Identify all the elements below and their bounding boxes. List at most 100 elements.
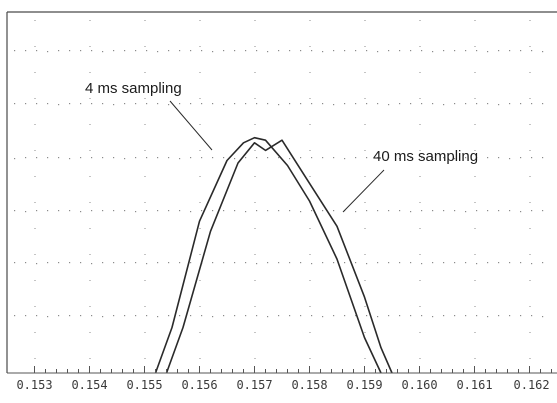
- grid-dot: [419, 176, 421, 177]
- grid-dot: [245, 50, 247, 52]
- grid-dot: [144, 176, 146, 177]
- grid-dot: [168, 50, 170, 52]
- grid-dot: [36, 103, 38, 105]
- grid-dot: [168, 315, 170, 317]
- grid-dot: [311, 315, 313, 317]
- grid-dot: [146, 263, 148, 265]
- grid-dot: [278, 50, 280, 52]
- grid-dot: [388, 104, 390, 106]
- grid-dot: [529, 228, 531, 229]
- grid-dot: [419, 72, 421, 73]
- grid-dot: [531, 315, 533, 317]
- grid-dot: [223, 315, 225, 317]
- grid-dot: [531, 103, 533, 105]
- grid-dot: [201, 315, 203, 317]
- grid-dot: [432, 51, 434, 53]
- grid-dot: [58, 50, 60, 52]
- grid-dot: [309, 46, 311, 47]
- series-line-40ms: [165, 139, 393, 374]
- grid-dot: [91, 210, 93, 212]
- grid-dot: [102, 262, 104, 264]
- grid-dot: [333, 50, 335, 52]
- grid-dot: [388, 210, 390, 212]
- grid-dot: [388, 262, 390, 264]
- grid-dot: [498, 262, 500, 264]
- grid-dot: [124, 315, 126, 317]
- grid-dot: [256, 50, 258, 52]
- x-tick-label: 0.161: [456, 378, 492, 392]
- x-tick-label: 0.157: [236, 378, 272, 392]
- grid-dot: [278, 262, 280, 264]
- grid-dot: [199, 306, 201, 307]
- grid-dot: [199, 280, 201, 281]
- grid-dot: [254, 72, 256, 73]
- grid-dot: [234, 315, 236, 317]
- grid-dot: [267, 262, 269, 264]
- grid-dot: [333, 104, 335, 106]
- grid-dot: [245, 262, 247, 264]
- grid-dot: [529, 124, 531, 125]
- grid-dot: [410, 157, 412, 159]
- grid-dot: [311, 210, 313, 212]
- grid-dot: [14, 210, 16, 212]
- grid-dot: [34, 280, 36, 281]
- grid-dot: [89, 72, 91, 73]
- grid-dot: [421, 210, 423, 212]
- grid-dot: [465, 315, 467, 317]
- grid-dot: [322, 316, 324, 318]
- grid-dot: [113, 262, 115, 264]
- grid-dot: [529, 176, 531, 177]
- series-layer: [154, 136, 393, 374]
- grid-dot: [322, 210, 324, 212]
- grid-dot: [34, 254, 36, 255]
- grid-dot: [529, 202, 531, 203]
- grid-dot: [364, 280, 366, 281]
- grid-dot: [69, 315, 71, 317]
- grid-dot: [509, 210, 511, 212]
- grid-dot: [474, 20, 476, 21]
- grid-dot: [474, 358, 476, 359]
- grid-dot: [201, 210, 203, 212]
- grid-dot: [529, 150, 531, 151]
- grid-dot: [419, 306, 421, 307]
- grid-dot: [443, 262, 445, 264]
- grid-dot: [419, 150, 421, 151]
- grid-dot: [199, 202, 201, 203]
- grid-dot: [474, 46, 476, 47]
- grid-dot: [454, 50, 456, 52]
- grid-dot: [80, 50, 82, 52]
- grid-dot: [364, 72, 366, 73]
- grid-dot: [245, 211, 247, 213]
- grid-dot: [454, 315, 456, 317]
- grid-dot: [234, 103, 236, 105]
- grid-dot: [47, 103, 49, 105]
- grid-dot: [364, 46, 366, 47]
- grid-dot: [333, 315, 335, 317]
- grid-dot: [542, 210, 544, 212]
- grid-dot: [223, 262, 225, 264]
- grid-dot: [476, 315, 478, 317]
- grid-dot: [377, 51, 379, 53]
- grid-dot: [254, 228, 256, 229]
- grid-dot: [179, 262, 181, 264]
- grid-dot: [168, 104, 170, 106]
- grid-dot: [421, 103, 423, 105]
- grid-dot: [135, 315, 137, 317]
- grid-dot: [47, 316, 49, 318]
- grid-dot: [377, 210, 379, 212]
- grid-dot: [364, 150, 366, 151]
- grid-dot: [410, 50, 412, 52]
- grid-dot: [410, 103, 412, 105]
- grid-dot: [311, 103, 313, 105]
- grid-dot: [476, 103, 478, 105]
- grid-dot: [254, 150, 256, 151]
- grid-dot: [124, 103, 126, 105]
- grid-dot: [34, 124, 36, 125]
- grid-dot: [135, 157, 137, 159]
- grid-dot: [80, 262, 82, 264]
- grid-dot: [36, 210, 38, 212]
- grid-dot: [113, 157, 115, 159]
- grid-dot: [146, 210, 148, 212]
- grid-dot: [144, 72, 146, 73]
- grid-dot: [34, 46, 36, 47]
